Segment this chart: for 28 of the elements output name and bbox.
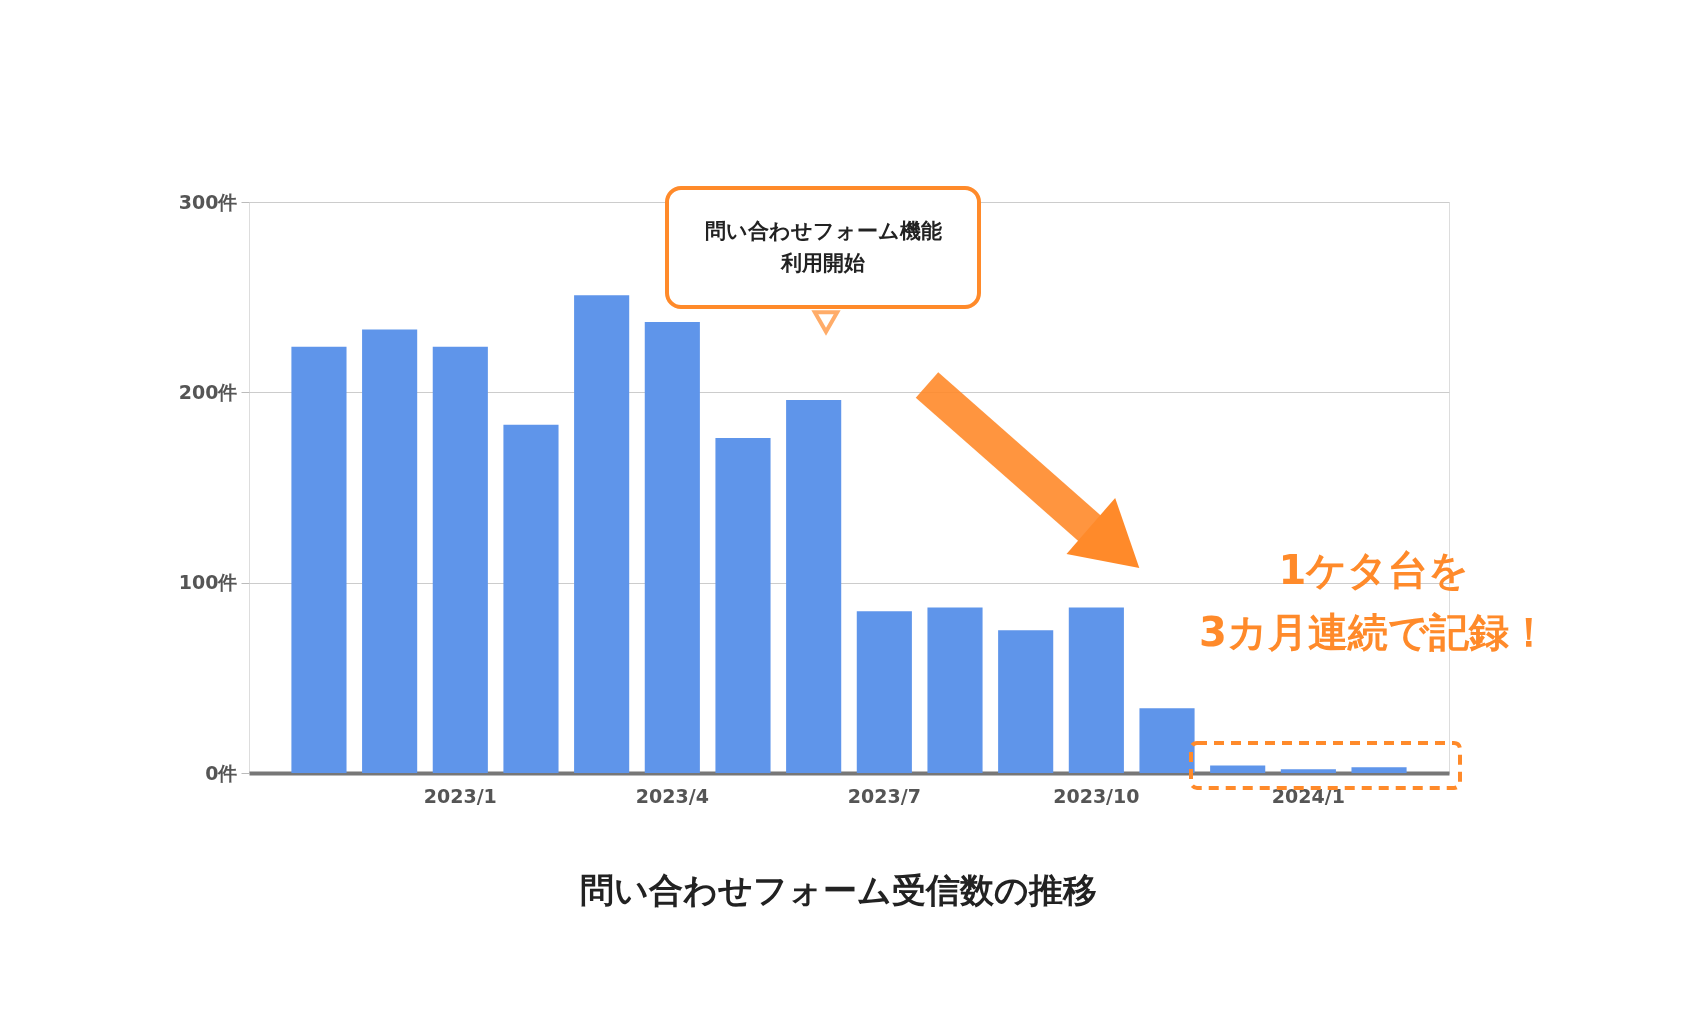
bar [1351, 767, 1407, 773]
text: 問い合わせフォーム受信数の推移 [579, 870, 1097, 910]
bar [998, 630, 1054, 773]
y-tick-label: 200件 [178, 380, 238, 403]
x-tick-label: 2023/7 [847, 784, 921, 807]
annotation: 3カ月連続で記録！ [1199, 609, 1549, 655]
x-tick-label: 2023/4 [635, 784, 709, 807]
bar [291, 346, 347, 773]
x-tick-label: 2024/1 [1271, 784, 1345, 807]
bar [1280, 769, 1336, 773]
y-tick-label: 100件 [178, 571, 238, 594]
y-tick-label: 0件 [205, 761, 238, 784]
y-tick-label: 300件 [178, 190, 238, 213]
bar [786, 399, 842, 773]
bar [715, 438, 771, 773]
bar [644, 321, 700, 773]
bar [1068, 607, 1124, 773]
bar [1139, 708, 1195, 773]
bar [574, 295, 630, 773]
x-tick-label: 2023/1 [423, 784, 497, 807]
bar [927, 607, 983, 773]
x-tick-label: 2023/10 [1053, 784, 1140, 807]
bar [503, 424, 559, 773]
bar [1210, 765, 1266, 773]
bar [856, 611, 912, 773]
annotation: 1ケタ台を [1278, 547, 1470, 593]
bar [432, 346, 488, 773]
bar [362, 329, 418, 773]
